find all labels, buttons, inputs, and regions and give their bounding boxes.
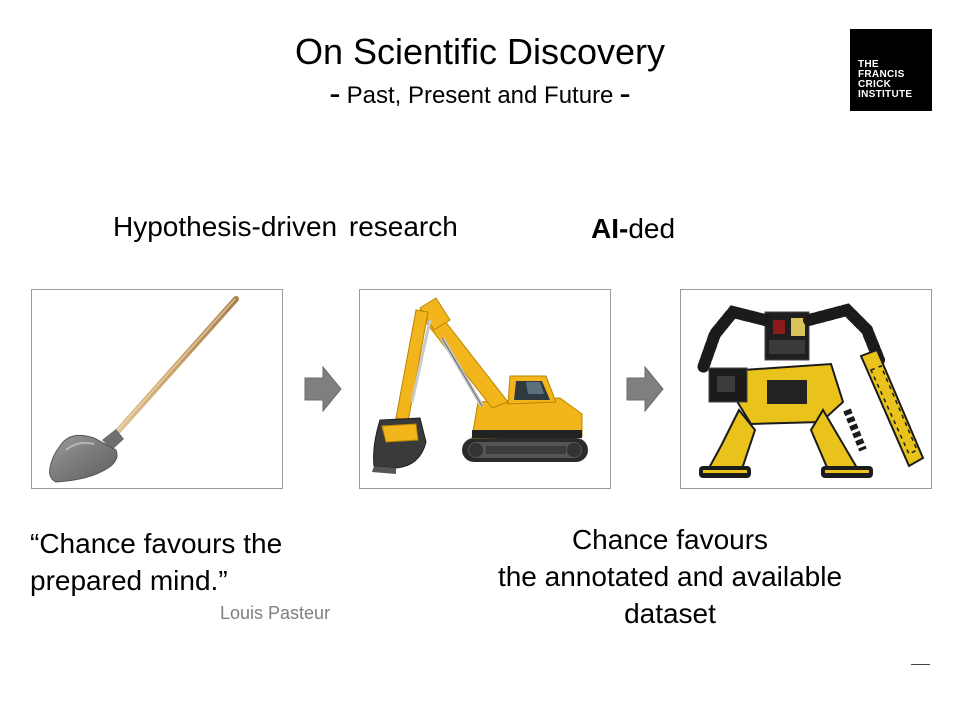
right-arrow-icon [304,365,342,413]
subtitle-dash-right: - [619,75,631,113]
slide-title: On Scientific Discovery [294,31,666,72]
right-arrow-icon [626,365,664,413]
quote-line: the annotated and available [497,561,843,592]
heading-ai-ded: AI-ded [591,211,675,247]
heading-ai-bold: AI- [591,213,629,244]
quote-dataset: Chance favours the annotated and availab… [440,521,900,632]
slide-subtitle: - Past, Present and Future - [180,75,780,113]
shovel-image-frame [31,289,283,489]
quote-attribution: Louis Pasteur [220,603,331,623]
subtitle-text: Past, Present and Future [346,82,614,109]
footer-line [911,664,930,665]
subtitle-dash-left: - [329,75,341,113]
quote-line: “Chance favours the [30,528,283,559]
crick-institute-logo: THE FRANCIS CRICK INSTITUTE [850,29,932,111]
quote-line: prepared mind.” [30,565,228,596]
logo-line: INSTITUTE [858,89,913,100]
excavator-image [372,297,588,474]
shovel-image [49,296,239,483]
quote-line: Chance favours [571,524,769,555]
robot-image [697,303,925,478]
logo-line: THE [858,59,879,70]
logo-line: CRICK [858,79,892,90]
quote-line: dataset [624,598,716,629]
heading-ai-rest: ded [628,213,676,244]
excavator-image-frame [359,289,611,489]
heading-hypothesis-driven: Hypothesis-driven research [113,211,458,242]
quote-pasteur: “Chance favours the prepared mind.” [30,525,360,599]
robot-image-frame [680,289,932,489]
logo-line: FRANCIS [858,69,905,80]
